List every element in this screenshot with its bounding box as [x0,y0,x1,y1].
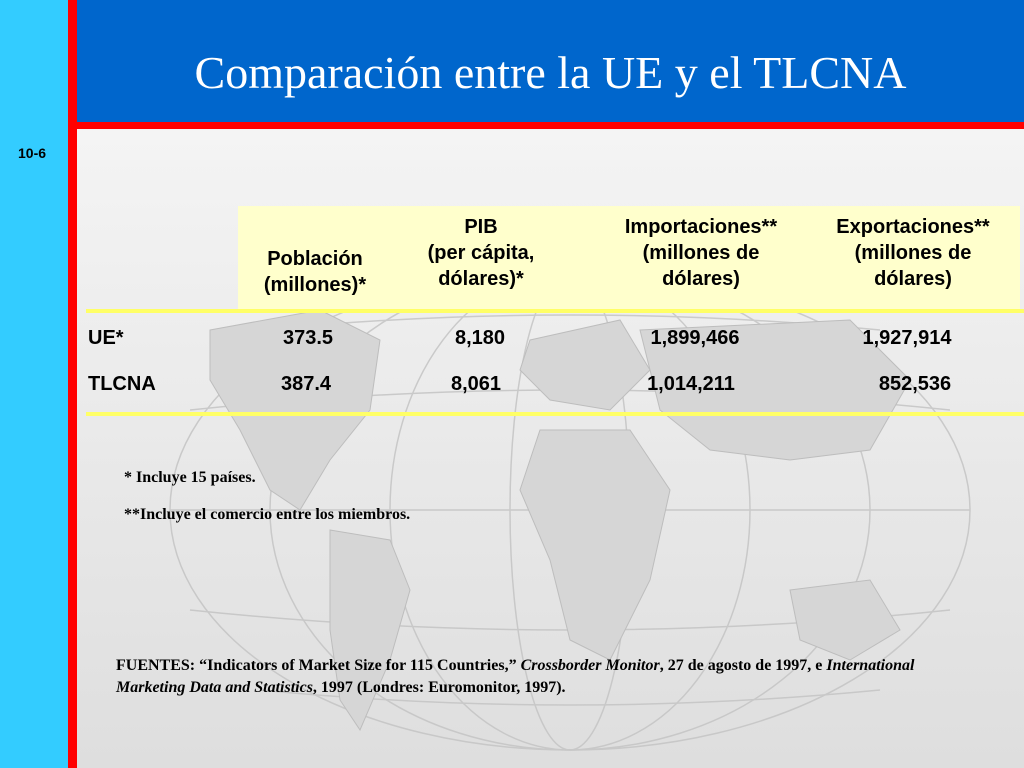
red-horizontal-accent [77,122,1024,129]
world-map-watermark [169,269,971,751]
footnote-population: * Incluye 15 países. [124,469,256,486]
header-importaciones: Importaciones** (millones de dólares) [624,216,778,290]
row-label-ue: UE* [88,327,124,349]
sources-publication-1: Crossborder Monitor [520,657,660,674]
footnote-trade: **Incluye el comercio entre los miembros… [124,506,411,523]
header-exportaciones: Exportaciones** (millones de dólares) [836,216,990,290]
header-poblacion: Población (millones)* [263,248,367,296]
row-label-tlcna: TLCNA [88,373,156,395]
cell-tlcna-pib: 8,061 [450,373,502,395]
slide-title: Comparación entre la UE y el TLCNA [194,47,907,98]
title-bar [77,0,1024,122]
table-top-rule [86,309,1024,313]
cell-ue-poblacion: 373.5 [282,327,334,349]
table-bottom-rule [86,412,1024,416]
sources-middle: , 27 de agosto de 1997, e [659,657,827,674]
cell-ue-exportaciones: 1,927,914 [862,327,952,349]
sources-publication-2: International Marketing Data and Statist… [116,657,915,696]
sources-prefix: FUENTES: “Indicators of Market Size for … [116,657,521,674]
cell-tlcna-poblacion: 387.4 [280,373,332,395]
cell-ue-importaciones: 1,899,466 [650,327,740,349]
red-vertical-accent [68,0,77,768]
table-header-background [238,206,1020,309]
cell-ue-pib: 8,180 [454,327,506,349]
sources-suffix: , 1997 (Londres: Euromonitor, 1997). [312,679,566,696]
cell-tlcna-exportaciones: 852,536 [878,373,952,395]
cell-tlcna-importaciones: 1,014,211 [647,373,735,395]
header-pib: PIB (per cápita, dólares)* [427,216,535,290]
slide-number: 10-6 [18,145,47,161]
left-sidebar-bar [0,0,68,768]
sources-citation: FUENTES: “Indicators of Market Size for … [116,655,916,699]
